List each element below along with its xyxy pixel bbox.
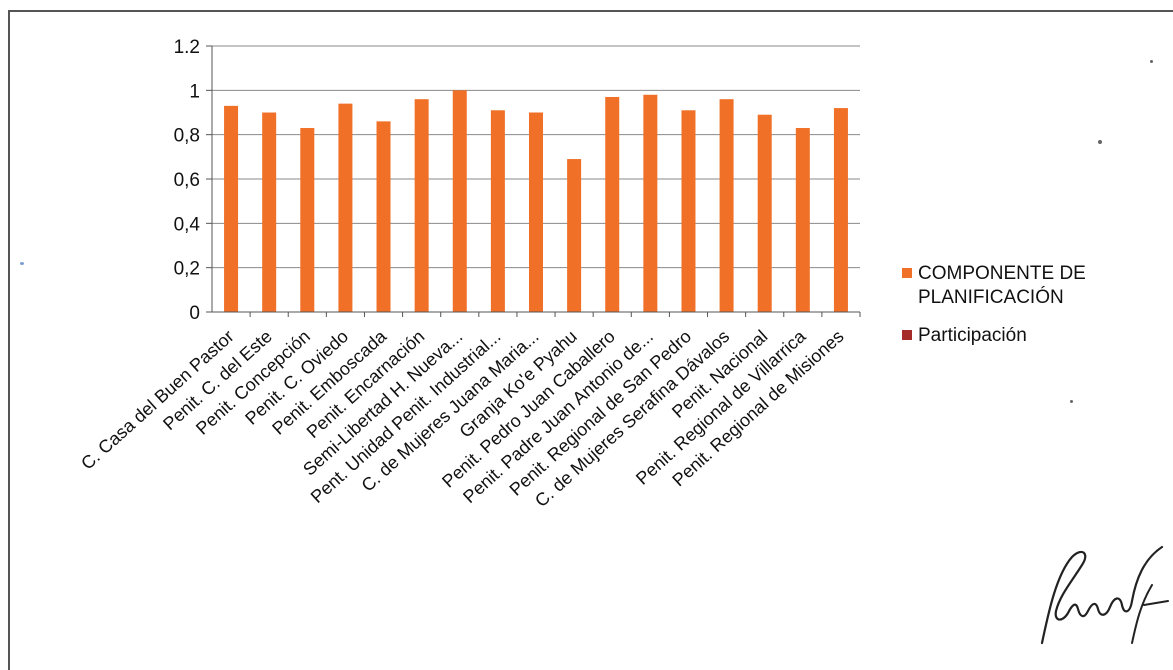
x-tick-label: C. Casa del Buen Pastor <box>77 326 238 473</box>
bar <box>643 94 658 313</box>
y-tick-label: 0,4 <box>174 214 201 235</box>
handwritten-signature <box>1040 545 1169 645</box>
scan-speck <box>1150 60 1153 63</box>
bar <box>605 96 620 312</box>
y-tick-label: 1.2 <box>174 37 200 58</box>
legend-item-planificacion: COMPONENTE DE PLANIFICACIÓN <box>902 262 1168 310</box>
legend-swatch-participacion <box>902 330 912 340</box>
bar <box>300 128 315 312</box>
bar <box>719 99 734 312</box>
bar <box>681 110 696 313</box>
bars <box>224 90 848 313</box>
axes <box>206 45 861 317</box>
legend: COMPONENTE DE PLANIFICACIÓN Participació… <box>902 262 1168 362</box>
bar <box>224 105 239 312</box>
bar <box>833 108 848 312</box>
scan-speck <box>1070 400 1073 403</box>
bar <box>338 103 353 312</box>
bar-chart: 0 0,2 0,4 0,6 0,8 1 1.2 C. Casa del Buen Pasto… <box>77 37 861 511</box>
scan-speck <box>1098 140 1102 144</box>
y-tick-labels: 0 0,2 0,4 0,6 0,8 1 1.2 <box>174 37 201 324</box>
bar <box>567 159 582 312</box>
y-tick-label: 0,2 <box>174 259 200 280</box>
legend-label-participacion: Participación <box>918 325 1027 346</box>
bar <box>262 112 277 312</box>
bar <box>757 114 772 312</box>
y-tick-label: 0 <box>189 303 200 324</box>
bar <box>414 99 429 312</box>
bar <box>376 121 391 312</box>
scan-speck <box>20 262 24 265</box>
legend-swatch-planificacion <box>902 268 912 278</box>
legend-label-planificacion: COMPONENTE DE PLANIFICACIÓN <box>918 263 1086 308</box>
y-tick-label: 1 <box>189 81 200 102</box>
bar <box>795 128 810 312</box>
bar <box>529 112 543 312</box>
y-tick-label: 0,6 <box>174 170 200 191</box>
legend-item-participacion: Participación <box>902 324 1168 348</box>
bar <box>452 90 467 312</box>
chart-frame <box>8 10 1173 670</box>
bar <box>490 110 505 313</box>
y-tick-label: 0,8 <box>174 126 200 147</box>
